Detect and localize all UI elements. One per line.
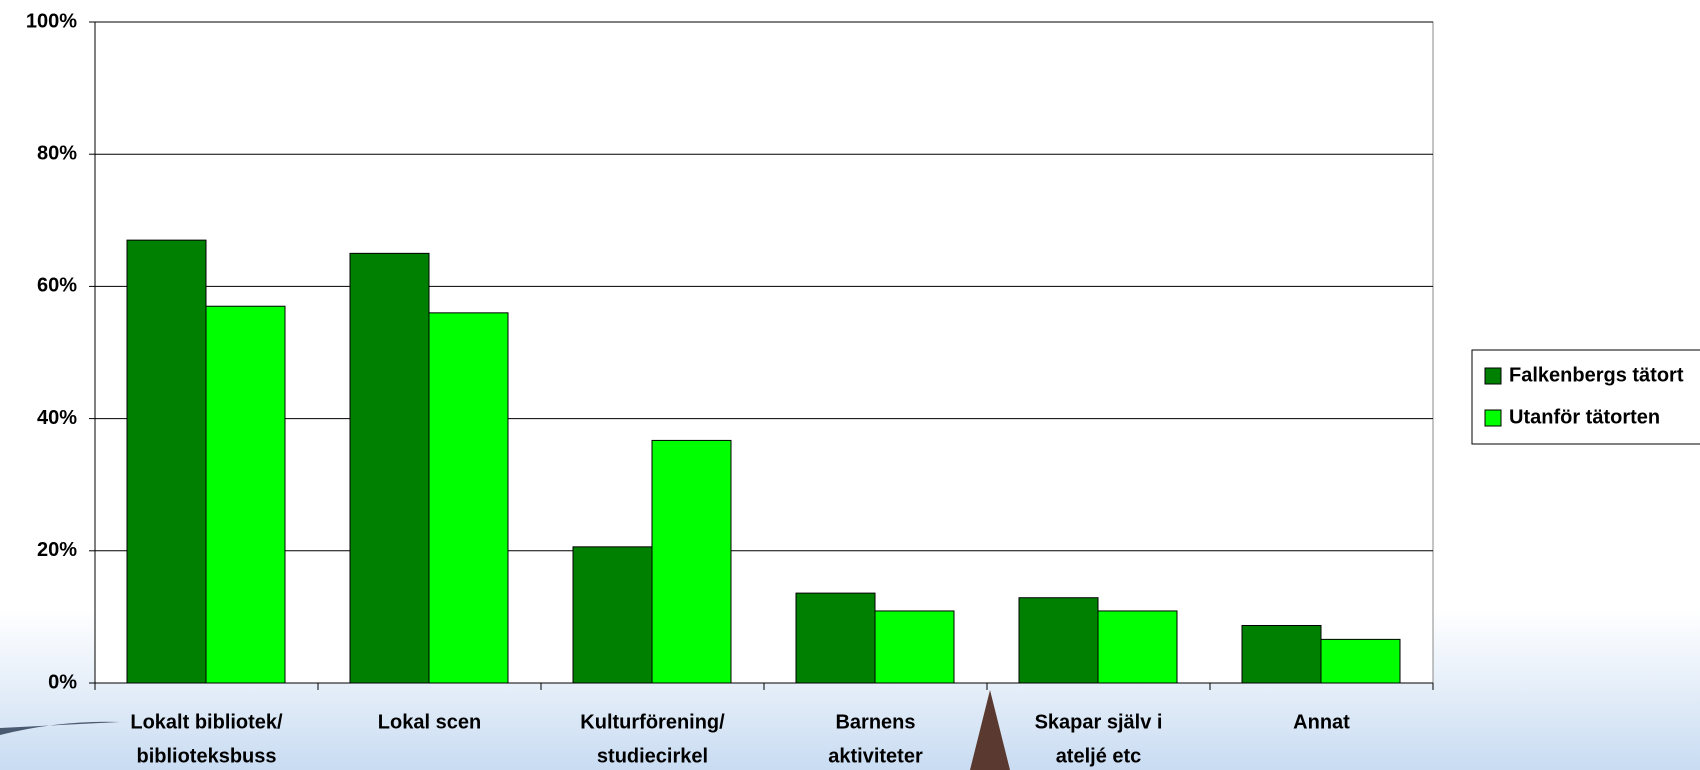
x-tick-label: Barnens (835, 711, 915, 733)
y-tick-label: 80% (37, 142, 77, 164)
bar (205, 305, 286, 684)
bar (874, 610, 955, 684)
legend-label: Falkenbergs tätort (1509, 364, 1684, 386)
x-tick-label: Lokalt bibliotek/ (130, 711, 283, 733)
x-tick-label: Lokal scen (378, 711, 481, 733)
y-tick-label: 0% (48, 671, 77, 693)
y-tick-label: 100% (26, 10, 77, 32)
x-tick-label: studiecirkel (597, 745, 708, 767)
bar (1320, 638, 1401, 684)
y-tick-label: 60% (37, 275, 77, 297)
bar (349, 252, 430, 684)
legend-label: Utanför tätorten (1509, 406, 1660, 428)
plot-area (94, 21, 1434, 684)
y-tick-label: 20% (37, 539, 77, 561)
bar (651, 439, 732, 684)
legend-swatch (1484, 409, 1502, 427)
x-tick-label: Skapar själv i (1035, 711, 1163, 733)
bar (1097, 610, 1178, 684)
x-tick-label: aktiviteter (828, 745, 923, 767)
bar (795, 592, 876, 684)
bar (428, 312, 509, 684)
legend-swatch (1484, 367, 1502, 385)
legend-box (1471, 349, 1700, 445)
decoration (0, 721, 120, 735)
bar (1241, 624, 1322, 684)
church-spire (970, 690, 1010, 770)
bar (126, 239, 207, 684)
x-tick-label: Kulturförening/ (580, 711, 725, 733)
bar (572, 546, 653, 684)
bar (1018, 597, 1099, 684)
y-tick-label: 40% (37, 407, 77, 429)
x-tick-label: Annat (1293, 711, 1350, 733)
x-tick-label: ateljé etc (1056, 745, 1142, 767)
x-tick-label: biblioteksbuss (136, 745, 276, 767)
